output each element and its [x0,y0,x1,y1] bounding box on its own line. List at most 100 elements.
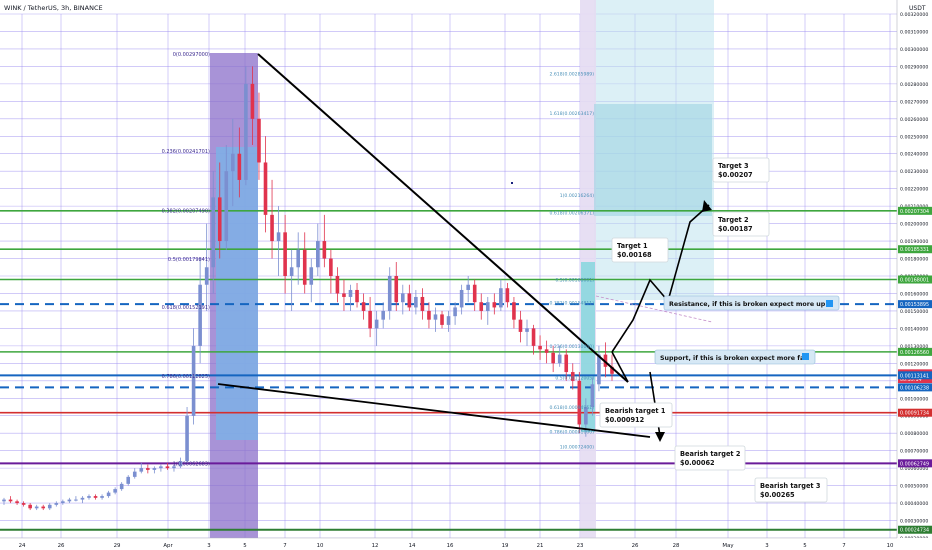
candle [152,466,157,474]
target2-label-title: Target 2 [718,216,749,224]
candle-body [100,496,104,498]
candle [231,118,235,207]
candle-body [139,468,144,472]
price-badge [898,275,932,284]
candle-body [185,415,189,462]
candle [119,482,124,491]
x-tick-label: 7 [842,543,845,549]
candle [518,310,523,343]
candle [348,284,353,311]
candle [257,92,261,180]
candle [335,267,340,303]
y-tick-label: 0.00080000 [900,431,928,437]
y-tick-label: 0.00130000 [900,344,928,350]
target1-label: Target 1$0.00168 [611,237,669,263]
price-badge [898,206,932,215]
candle-body [172,466,176,469]
fib-right-label: 0.382(0.00154811) [550,301,595,307]
candle [492,293,497,315]
candle-body [348,289,353,297]
y-tick-label: 0.00030000 [900,519,928,525]
candle-body [54,503,59,505]
candle [191,328,196,425]
candle-body [518,319,523,332]
bear1-label-title: Bearish target 1 [605,407,666,415]
bear1-label: Bearish target 1$0.000912 [599,402,673,428]
candle-body [368,310,372,329]
candle-body [244,83,248,180]
candle [557,345,562,367]
price-badge-label: 0.00185331 [900,247,929,253]
x-tick-label: 23 [577,543,584,549]
price-badge-label: 0.00153895 [900,302,929,308]
lower-trendline [217,383,651,438]
candle-body [492,302,497,308]
fib-left-label: 0.786(0.00112825) [162,374,210,380]
annotation-layer: Target 3$0.00207 Target 2$0.00187 Target 1… [599,157,840,503]
fib-right-label: 0.618(0.00094951) [550,405,595,411]
candle-body [80,497,85,500]
candle-body [61,501,65,504]
x-tick-label: 21 [537,543,544,549]
candle [283,214,287,294]
arrow-down-head [655,432,665,442]
candle-body [178,461,183,467]
y-tick-label: 0.00120000 [900,361,928,367]
bear1-label-price: $0.000912 [605,416,645,424]
candle [342,279,346,311]
candle [185,407,189,463]
y-tick-label: 0.00070000 [900,449,928,455]
candle-body [21,503,26,505]
candle-body [302,249,307,285]
candle [139,462,144,474]
fib-right-label: 0.5(0.00168001) [555,277,594,283]
candle [329,249,333,294]
x-tick-label: Apr [163,543,173,549]
candle [146,464,150,474]
y-tick-label: 0.00260000 [900,117,928,123]
fib-right-label: 0.786(0.00081000) [550,429,595,435]
candle [67,497,72,504]
target1-label-box [611,237,669,263]
x-tick-label: 10 [887,543,894,549]
bear3-label-price: $0.00265 [760,491,795,499]
price-badge [898,245,932,254]
price-badge-label: 0.00207304 [900,209,929,215]
target2-label: Target 2$0.00187 [712,211,770,237]
candle-body [270,214,274,242]
candle [74,496,78,502]
fib-right-label: 1.618(0.00263417) [550,111,595,117]
candle [361,293,366,320]
candle-body [74,499,78,501]
candle [276,206,281,276]
x-tick-label: 12 [372,543,379,549]
candle [54,501,59,507]
candle-body [231,153,235,172]
candle-body [400,293,405,303]
candle-body [119,483,124,490]
bear3-label-box [754,477,828,503]
time-axis-bg [0,538,932,550]
fib-right-label: 0.236(0.00130000) [550,344,595,350]
y-tick-label: 0.00300000 [900,47,928,53]
candle [400,284,405,315]
candle [198,258,202,364]
candle [106,490,111,498]
candle-body [433,314,438,320]
target-box [594,104,712,216]
y-tick-label: 0.00250000 [900,134,928,140]
candle [551,345,555,373]
candle-body [329,258,333,276]
candle [446,310,451,332]
candle [41,504,46,511]
candle-body [577,380,582,425]
candle-body [237,153,242,180]
candle-body [191,345,196,416]
x-tick-label: 16 [447,543,454,549]
candle-body [8,499,13,502]
fib-left-label: 0.236(0.00241701) [162,149,210,155]
bear2-label: Bearish target 2$0.00062 [674,445,746,471]
candle-body [289,267,294,276]
